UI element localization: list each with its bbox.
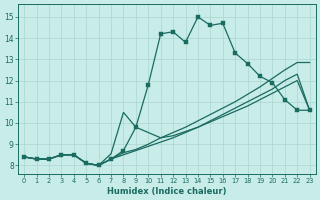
X-axis label: Humidex (Indice chaleur): Humidex (Indice chaleur) (107, 187, 227, 196)
